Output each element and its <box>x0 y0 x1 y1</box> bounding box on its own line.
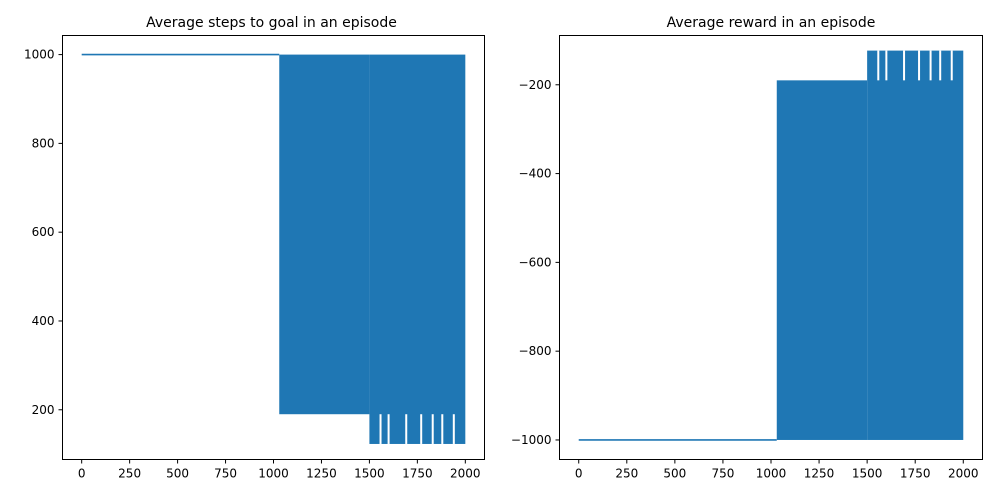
x-tick-label: 500 <box>166 467 189 481</box>
y-tick-label: −200 <box>519 78 552 92</box>
x-tick-label: 1500 <box>852 467 883 481</box>
x-axis: 0 250 500 750 1000 1250 1500 1750 2000 <box>78 459 481 481</box>
y-tick-label: −1000 <box>511 433 552 447</box>
x-tick-label: 1750 <box>402 467 433 481</box>
y-tick-label: 800 <box>32 136 55 150</box>
y-tick-label: 600 <box>32 225 55 239</box>
plot-area <box>81 53 466 444</box>
series-gap <box>903 50 906 81</box>
series-gap <box>441 414 444 444</box>
series-gap <box>929 50 932 81</box>
series-gap <box>387 414 390 444</box>
y-tick-label: −600 <box>519 255 552 269</box>
series-gap <box>405 414 408 444</box>
series-gap <box>950 50 953 81</box>
y-axis: 200 400 600 800 1000 <box>24 48 63 417</box>
x-tick-label: 1250 <box>306 467 337 481</box>
series-gap <box>420 414 423 444</box>
x-tick-label: 2000 <box>450 467 481 481</box>
chart-title: Average reward in an episode <box>667 15 876 31</box>
x-tick-label: 0 <box>575 467 583 481</box>
y-tick-label: −800 <box>519 344 552 358</box>
x-axis: 0 250 500 750 1000 1250 1500 1750 2000 <box>575 459 979 481</box>
x-tick-label: 0 <box>78 467 86 481</box>
series-gap <box>918 50 921 81</box>
y-tick-label: 1000 <box>24 48 55 62</box>
y-axis: −1000 −800 −600 −400 −200 <box>511 78 560 447</box>
x-tick-label: 500 <box>663 467 686 481</box>
series-segment-oscillating <box>369 54 466 444</box>
x-tick-label: 2000 <box>948 467 979 481</box>
x-tick-label: 750 <box>214 467 237 481</box>
series-segment-oscillating <box>867 50 964 440</box>
x-tick-label: 1000 <box>258 467 289 481</box>
chart-steps-to-goal: Average steps to goal in an episode 0 250… <box>24 15 485 481</box>
x-tick-label: 1000 <box>756 467 787 481</box>
x-tick-label: 1500 <box>354 467 385 481</box>
series-gap <box>939 50 942 81</box>
x-tick-label: 750 <box>711 467 734 481</box>
series-gap <box>379 414 382 444</box>
x-tick-label: 250 <box>118 467 141 481</box>
y-tick-label: 400 <box>32 314 55 328</box>
series-gap <box>877 50 880 81</box>
series-gap <box>885 50 888 81</box>
series-segment-oscillating <box>776 80 868 440</box>
x-tick-label: 250 <box>615 467 638 481</box>
chart-reward: Average reward in an episode 0 250 500 750 1… <box>511 15 983 481</box>
plot-area <box>578 50 964 441</box>
y-tick-label: −400 <box>519 167 552 181</box>
chart-title: Average steps to goal in an episode <box>146 15 397 31</box>
x-tick-label: 1750 <box>900 467 931 481</box>
series-gap <box>452 414 455 444</box>
x-tick-label: 1250 <box>804 467 835 481</box>
series-gap <box>431 414 434 444</box>
y-tick-label: 200 <box>32 403 55 417</box>
series-segment-oscillating <box>279 54 370 415</box>
